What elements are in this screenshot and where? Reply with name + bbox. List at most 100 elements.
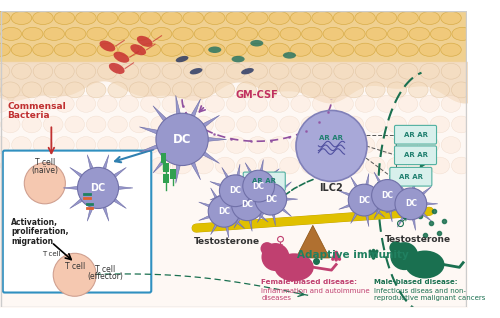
FancyBboxPatch shape: [3, 151, 152, 293]
Polygon shape: [234, 177, 252, 185]
Ellipse shape: [408, 82, 428, 98]
Ellipse shape: [66, 27, 86, 40]
Polygon shape: [420, 202, 438, 206]
Text: Inflammation and autoimmune: Inflammation and autoimmune: [262, 288, 370, 294]
FancyBboxPatch shape: [394, 146, 436, 165]
Ellipse shape: [118, 11, 139, 24]
Polygon shape: [192, 115, 220, 135]
Ellipse shape: [430, 157, 450, 174]
Ellipse shape: [312, 43, 332, 56]
Circle shape: [220, 175, 251, 207]
Polygon shape: [153, 106, 176, 131]
Ellipse shape: [176, 56, 188, 62]
FancyBboxPatch shape: [390, 167, 432, 186]
Polygon shape: [416, 208, 432, 221]
Polygon shape: [99, 155, 109, 178]
Ellipse shape: [184, 137, 203, 153]
Polygon shape: [410, 177, 416, 196]
Ellipse shape: [248, 137, 268, 153]
Ellipse shape: [248, 63, 268, 79]
Text: DC: DC: [382, 191, 394, 200]
Ellipse shape: [226, 137, 246, 153]
Text: DC: DC: [252, 182, 264, 190]
Ellipse shape: [452, 27, 472, 40]
Ellipse shape: [376, 11, 397, 24]
Ellipse shape: [98, 137, 117, 153]
Ellipse shape: [76, 11, 96, 24]
Ellipse shape: [366, 116, 385, 133]
Ellipse shape: [162, 63, 182, 79]
Ellipse shape: [22, 116, 42, 133]
Ellipse shape: [205, 95, 225, 112]
Polygon shape: [210, 188, 222, 205]
Ellipse shape: [162, 11, 182, 24]
Ellipse shape: [398, 95, 418, 112]
Ellipse shape: [398, 11, 418, 24]
Ellipse shape: [130, 82, 149, 98]
Ellipse shape: [108, 116, 128, 133]
Ellipse shape: [0, 11, 10, 24]
Ellipse shape: [322, 157, 342, 174]
Polygon shape: [258, 160, 264, 178]
Polygon shape: [210, 218, 222, 235]
Ellipse shape: [236, 82, 256, 98]
Ellipse shape: [130, 44, 146, 55]
Polygon shape: [374, 202, 385, 219]
Ellipse shape: [216, 27, 236, 40]
Bar: [160, 153, 166, 163]
Polygon shape: [240, 195, 256, 208]
Polygon shape: [245, 163, 256, 180]
Ellipse shape: [0, 43, 10, 56]
Polygon shape: [210, 182, 228, 190]
Ellipse shape: [376, 43, 397, 56]
Polygon shape: [374, 172, 385, 189]
Ellipse shape: [387, 116, 406, 133]
Ellipse shape: [1, 27, 21, 40]
Ellipse shape: [76, 95, 96, 112]
Polygon shape: [235, 164, 240, 183]
Ellipse shape: [430, 27, 451, 40]
Ellipse shape: [87, 27, 108, 40]
Text: DC: DC: [90, 183, 106, 193]
Ellipse shape: [398, 63, 418, 79]
Ellipse shape: [22, 82, 42, 98]
Ellipse shape: [398, 137, 418, 153]
Ellipse shape: [140, 95, 160, 112]
Polygon shape: [140, 127, 170, 138]
Circle shape: [232, 189, 264, 221]
FancyBboxPatch shape: [243, 172, 286, 191]
Ellipse shape: [248, 95, 268, 112]
Text: Male-biased disease:: Male-biased disease:: [374, 280, 457, 286]
Polygon shape: [258, 194, 264, 213]
Polygon shape: [230, 215, 245, 229]
Text: Testosterone: Testosterone: [386, 235, 452, 244]
Ellipse shape: [323, 27, 344, 40]
Ellipse shape: [184, 63, 203, 79]
Text: AR AR: AR AR: [404, 152, 427, 158]
Polygon shape: [270, 207, 276, 226]
Ellipse shape: [183, 11, 204, 24]
Ellipse shape: [441, 137, 461, 153]
Ellipse shape: [334, 137, 353, 153]
Ellipse shape: [280, 82, 299, 98]
Ellipse shape: [377, 137, 396, 153]
Polygon shape: [88, 198, 97, 221]
Bar: [164, 163, 169, 172]
Ellipse shape: [86, 157, 106, 174]
Polygon shape: [192, 144, 220, 163]
Text: (effector): (effector): [88, 272, 124, 281]
Ellipse shape: [76, 137, 96, 153]
Polygon shape: [393, 199, 408, 213]
Ellipse shape: [280, 116, 299, 133]
Polygon shape: [370, 204, 385, 218]
Ellipse shape: [162, 137, 182, 153]
Ellipse shape: [441, 95, 461, 112]
Polygon shape: [350, 206, 362, 224]
Ellipse shape: [32, 43, 53, 56]
Polygon shape: [70, 192, 90, 209]
Ellipse shape: [274, 253, 314, 281]
Text: migration: migration: [11, 237, 53, 245]
Polygon shape: [364, 174, 369, 192]
Polygon shape: [196, 136, 226, 142]
Ellipse shape: [184, 95, 203, 112]
